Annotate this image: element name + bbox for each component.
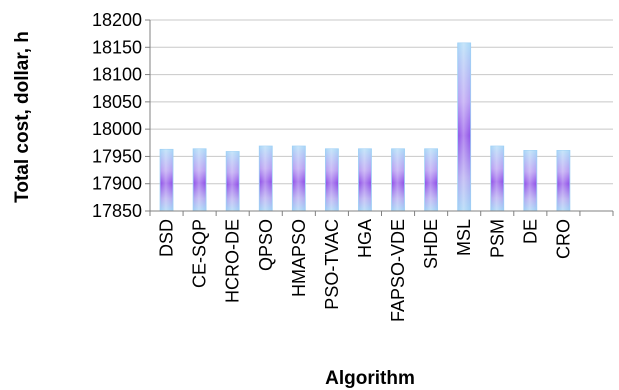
bar-highlight xyxy=(490,146,504,211)
x-tick-label: HCRO-DE xyxy=(223,219,243,303)
y-tick-label: 18050 xyxy=(92,92,142,112)
bar-highlight xyxy=(358,148,372,211)
y-tick-label: 18000 xyxy=(92,119,142,139)
x-tick-label: PSM xyxy=(487,219,507,258)
x-axis-title: Algorithm xyxy=(325,368,415,389)
y-tick-label: 17850 xyxy=(92,201,142,221)
x-tick-label: DE xyxy=(520,219,540,244)
x-tick-label: CRO xyxy=(553,219,573,259)
bar-highlight xyxy=(292,146,306,211)
axes xyxy=(149,20,614,216)
x-tick-label: PSO-TVAC xyxy=(322,219,342,310)
y-tick-label: 17950 xyxy=(92,146,142,166)
x-tick-label: SHDE xyxy=(421,219,441,269)
bar-highlight xyxy=(424,148,438,211)
bar-highlight xyxy=(556,150,570,211)
x-tick-label: QPSO xyxy=(256,219,276,271)
x-tick-label: CE-SQP xyxy=(190,219,210,288)
y-tick-label: 18150 xyxy=(92,37,142,57)
x-tick-label: HMAPSO xyxy=(289,219,309,297)
bar-highlight xyxy=(226,151,240,211)
bar-highlight xyxy=(457,42,471,211)
y-tick-label: 18200 xyxy=(92,10,142,30)
bar-highlight xyxy=(193,148,207,211)
y-tick-label: 17900 xyxy=(92,174,142,194)
x-tick-labels: DSD CE-SQP HCRO-DE QPSO HMAPSO PSO-TVAC HGA FAP… xyxy=(157,219,574,322)
y-tick-label: 18100 xyxy=(92,65,142,85)
x-tick-label: DSD xyxy=(157,219,177,257)
x-tick-label: HGA xyxy=(355,219,375,258)
grid-lines xyxy=(145,19,613,212)
y-tick-labels: 17850 17900 17950 18000 18050 18100 18150 18200 xyxy=(92,10,142,221)
bar-highlight xyxy=(523,150,537,211)
bar-highlight xyxy=(325,148,339,211)
bar-highlight xyxy=(259,146,273,211)
bar-highlight xyxy=(391,148,405,211)
bars xyxy=(159,42,571,212)
bar-highlight xyxy=(160,149,174,211)
y-axis-title: Total cost, dollar, h xyxy=(12,31,33,203)
x-tick-label: MSL xyxy=(454,219,474,256)
x-tick-label: FAPSO-VDE xyxy=(388,219,408,322)
